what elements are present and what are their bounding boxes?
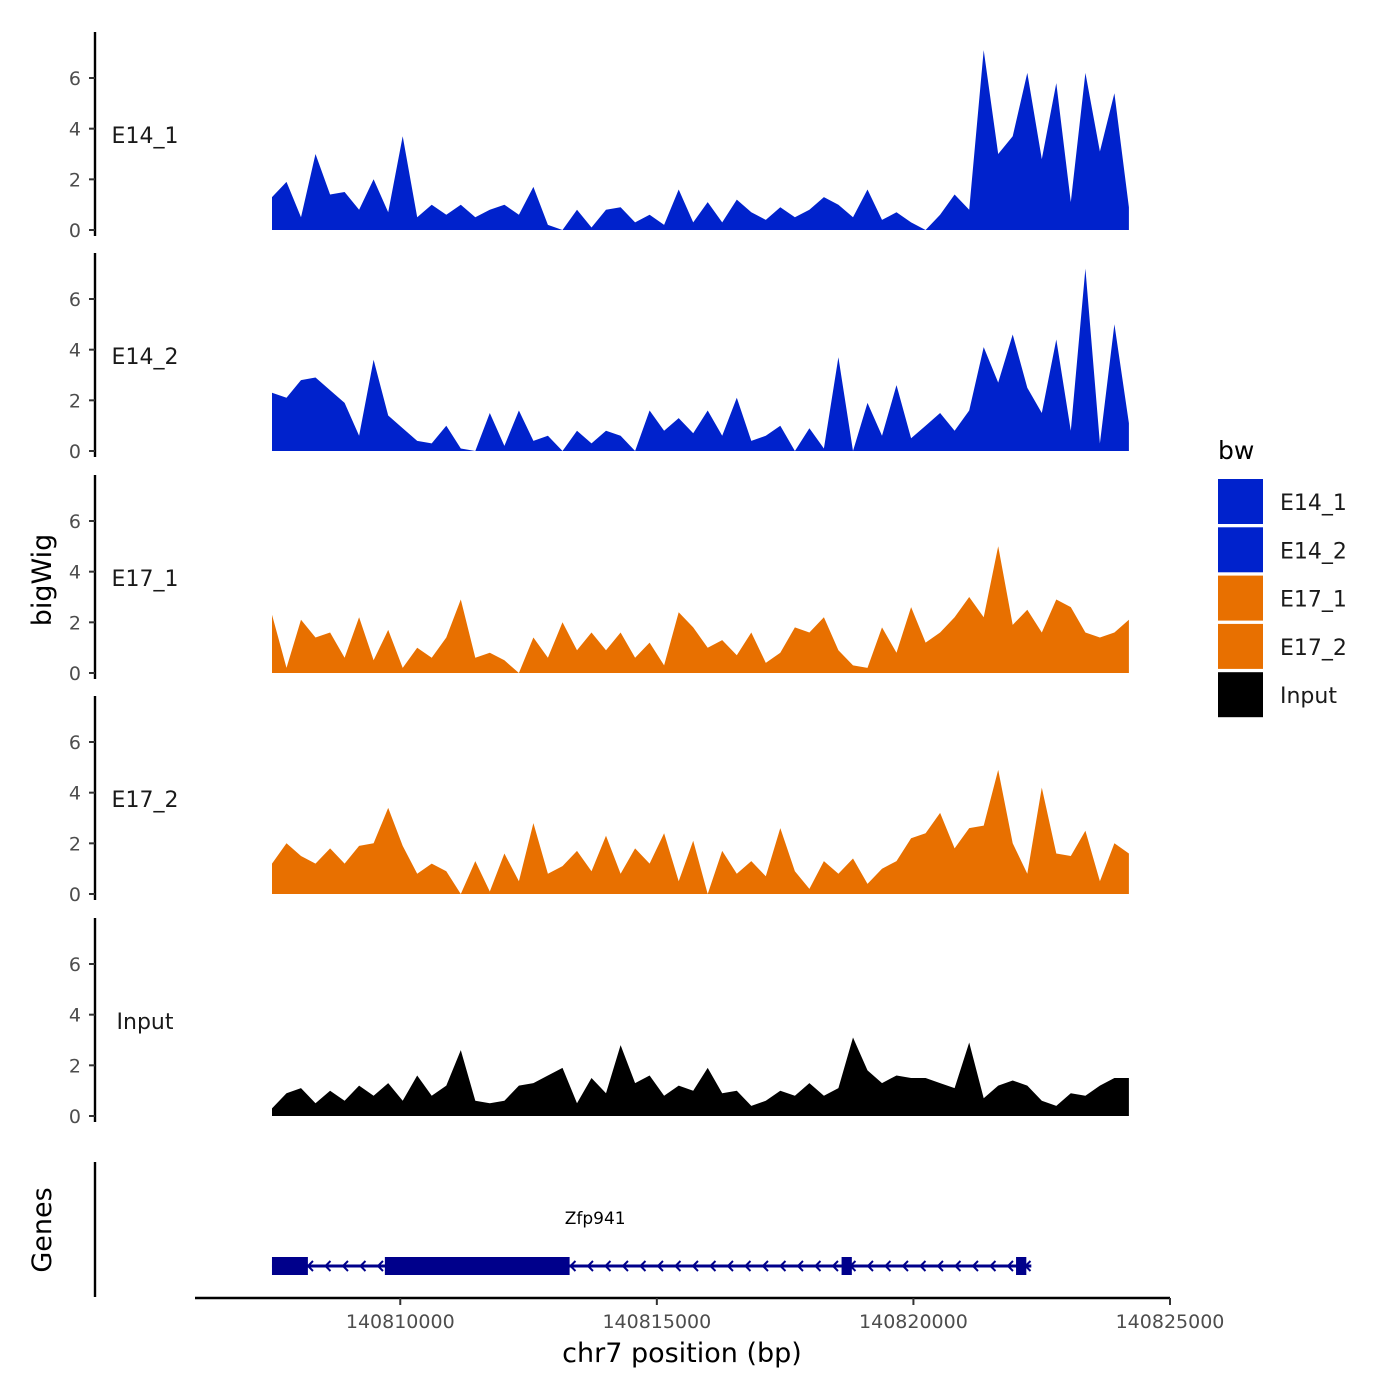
y-tick-label-E17_1-0: 0 [69, 663, 81, 685]
y-tick-label-Input-4: 4 [69, 1005, 81, 1027]
y-tick-label-E17_2-6: 6 [69, 732, 81, 754]
strand-arrow [726, 1260, 734, 1272]
strand-arrow [604, 1260, 612, 1272]
y-tick-label-E14_2-4: 4 [69, 340, 81, 362]
signal-area-E17_2 [272, 769, 1129, 894]
strand-arrow [884, 1260, 892, 1272]
legend-label-E14_1: E14_1 [1280, 491, 1347, 516]
signal-panels: 0 2 4 6 E14_1 0 2 4 6 E14_2 0 2 4 6 E17_1 0 2 4 6 E17_2 0 2 4 6… [69, 32, 1129, 1128]
y-tick-label-E14_2-2: 2 [69, 390, 81, 412]
gene-Zfp941: Zfp941 [271, 1209, 1032, 1275]
strand-arrow [324, 1260, 332, 1272]
y-tick-label-E17_2-2: 2 [69, 833, 81, 855]
y-tick-label-E17_1-6: 6 [69, 511, 81, 533]
strand-arrow [359, 1260, 367, 1272]
legend-swatch-Input [1218, 672, 1263, 718]
strand-arrow [621, 1260, 629, 1272]
track-label-E17_2: E17_2 [112, 788, 179, 813]
strand-arrow [341, 1260, 349, 1272]
legend-swatch-E14_2 [1218, 527, 1263, 573]
legend-swatch-E14_1 [1218, 479, 1263, 524]
strand-arrow [709, 1260, 717, 1272]
y-tick-label-E17_1-4: 4 [69, 562, 81, 584]
gene-exon-2 [384, 1257, 570, 1275]
strand-arrow [1006, 1260, 1014, 1272]
x-tick-label-140825000: 140825000 [1116, 1311, 1225, 1333]
y-tick-label-Input-2: 2 [69, 1055, 81, 1077]
strand-arrow [674, 1260, 682, 1272]
gene-name-label: Zfp941 [565, 1209, 626, 1229]
panel-E17_1: 0 2 4 6 E17_1 [69, 475, 1129, 685]
signal-area-E14_1 [272, 50, 1129, 230]
strand-arrow [586, 1260, 594, 1272]
strand-arrow [971, 1260, 979, 1272]
y-tick-label-E17_1-2: 2 [69, 612, 81, 634]
gene-models: Zfp941 [271, 1209, 1032, 1275]
strand-arrow [569, 1260, 577, 1272]
track-label-E17_1: E17_1 [112, 567, 179, 592]
legend-swatch-E17_1 [1218, 575, 1263, 621]
strand-arrow [831, 1260, 839, 1272]
y-tick-label-E14_2-6: 6 [69, 289, 81, 311]
x-tick-label-140810000: 140810000 [346, 1311, 455, 1333]
signal-area-E14_2 [272, 268, 1129, 451]
x-axis-title: chr7 position (bp) [562, 1338, 802, 1369]
legend-label-E17_1: E17_1 [1280, 588, 1347, 613]
legend-label-E14_2: E14_2 [1280, 539, 1347, 564]
strand-arrow [761, 1260, 769, 1272]
track-label-E14_2: E14_2 [112, 345, 179, 370]
legend-swatch-E17_2 [1218, 623, 1263, 669]
strand-arrow [691, 1260, 699, 1272]
x-ticks: 140810000 140815000 140820000 140825000 [346, 1298, 1225, 1333]
y-axis-title: bigWig [27, 534, 58, 627]
strand-arrow [306, 1260, 314, 1272]
legend-entries: E14_1 E14_2 E17_1 E17_2 Input [1218, 479, 1347, 718]
x-tick-label-140815000: 140815000 [602, 1311, 711, 1333]
track-label-E14_1: E14_1 [112, 124, 179, 149]
y-tick-label-E14_1-0: 0 [69, 220, 81, 242]
x-axis: 140810000 140815000 140820000 140825000 chr… [195, 1296, 1225, 1369]
genes-track-title: Genes [27, 1187, 58, 1272]
strand-arrow [744, 1260, 752, 1272]
strand-arrow [814, 1260, 822, 1272]
y-tick-label-Input-6: 6 [69, 954, 81, 976]
legend-label-Input: Input [1280, 684, 1337, 709]
gene-exon-1 [271, 1257, 308, 1275]
panel-E14_2: 0 2 4 6 E14_2 [69, 253, 1129, 463]
strand-arrow [989, 1260, 997, 1272]
strand-arrow [376, 1260, 384, 1272]
x-tick-label-140820000: 140820000 [859, 1311, 968, 1333]
y-tick-label-E14_2-0: 0 [69, 441, 81, 463]
genes-track: Genes Zfp941 [27, 1162, 1032, 1297]
signal-area-Input [272, 1037, 1129, 1116]
panel-Input: 0 2 4 6 Input [69, 918, 1129, 1128]
signal-area-E17_1 [272, 546, 1129, 673]
y-tick-label-E14_1-2: 2 [69, 169, 81, 191]
strand-arrow [656, 1260, 664, 1272]
y-tick-label-E17_2-0: 0 [69, 884, 81, 906]
legend-title: bw [1218, 436, 1254, 465]
legend: bw E14_1 E14_2 E17_1 E17_2 Input [1218, 436, 1347, 718]
y-tick-label-E14_1-6: 6 [69, 68, 81, 90]
strand-arrow [796, 1260, 804, 1272]
strand-arrow [919, 1260, 927, 1272]
strand-arrow [639, 1260, 647, 1272]
gene-exon-3 [841, 1257, 852, 1275]
panel-E14_1: 0 2 4 6 E14_1 [69, 32, 1129, 242]
strand-arrow [936, 1260, 944, 1272]
legend-label-E17_2: E17_2 [1280, 636, 1347, 661]
y-tick-label-E17_2-4: 4 [69, 783, 81, 805]
y-tick-label-Input-0: 0 [69, 1106, 81, 1128]
y-tick-label-E14_1-4: 4 [69, 119, 81, 141]
strand-arrow [866, 1260, 874, 1272]
strand-arrow [954, 1260, 962, 1272]
panel-E17_2: 0 2 4 6 E17_2 [69, 696, 1129, 906]
track-label-Input: Input [117, 1010, 174, 1035]
gene-exon-4 [1016, 1257, 1027, 1275]
strand-arrow [779, 1260, 787, 1272]
strand-arrow [901, 1260, 909, 1272]
